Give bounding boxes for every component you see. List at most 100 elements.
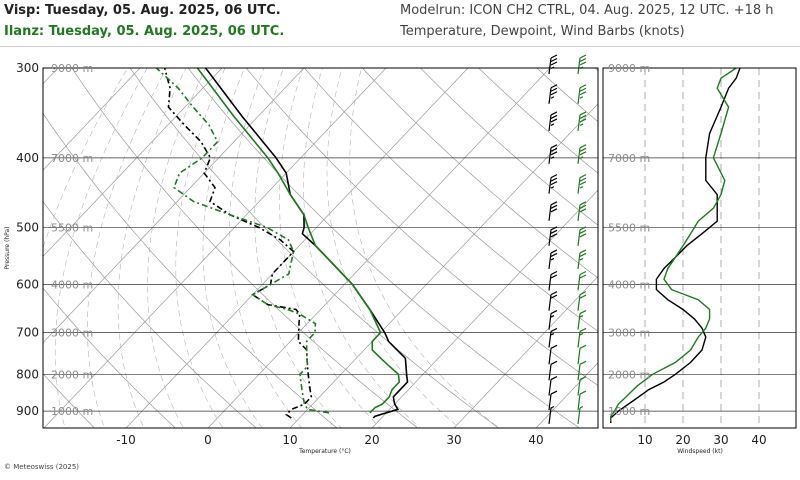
barb-half-flag <box>579 332 584 336</box>
barb-flag <box>550 233 558 238</box>
ilanz-wind-barb <box>577 226 587 246</box>
barb-staff <box>548 177 552 194</box>
barb-flag <box>579 118 587 123</box>
height-label: 5500 m <box>51 222 93 235</box>
visp-wind-barb <box>548 310 558 330</box>
barb-flag <box>550 111 558 116</box>
barb-flag <box>550 87 558 92</box>
barb-flag <box>550 174 558 179</box>
dry-adiabat-line <box>756 57 800 444</box>
ilanz-wind-barb <box>577 344 587 365</box>
barb-staff <box>577 294 581 311</box>
moist-adiabat-line <box>303 68 421 428</box>
barb-flag <box>579 204 587 209</box>
barb-flag <box>579 201 587 206</box>
visp-wind-barb <box>548 291 558 311</box>
barb-flag <box>579 174 587 179</box>
barb-flag <box>550 360 558 365</box>
barb-flag <box>579 91 587 96</box>
barb-flag <box>579 226 587 231</box>
barb-staff <box>577 147 581 164</box>
ilanz-dewpoint-line <box>155 68 330 414</box>
copyright-note: © Meteoswiss (2025) <box>4 463 80 471</box>
dry-adiabat-line <box>698 57 800 444</box>
visp-run-title: Visp: Tuesday, 05. Aug. 2025, 06 UTC. <box>4 3 281 18</box>
barb-flag <box>550 274 558 279</box>
barb-flag <box>579 114 587 119</box>
dry-adiabat-line <box>71 68 419 428</box>
barb-half-flag <box>579 315 584 318</box>
barb-flag <box>579 344 587 349</box>
wind-profile-plot-area <box>603 68 796 428</box>
visp-wind-barb <box>548 84 558 104</box>
visp-wind-barb <box>548 174 558 194</box>
barb-flag <box>550 294 558 299</box>
barb-flag <box>579 252 587 257</box>
barb-flag <box>579 87 587 92</box>
barb-flag <box>579 360 587 365</box>
pressure-tick-label: 400 <box>16 151 39 165</box>
pressure-tick-label: 700 <box>16 326 39 340</box>
barb-flag <box>579 61 587 66</box>
barb-flag <box>579 147 587 152</box>
pressure-tick-label: 600 <box>16 277 39 291</box>
barb-half-flag <box>550 186 555 189</box>
barb-flag <box>579 151 587 156</box>
barb-flag <box>550 390 558 395</box>
temperature-tick-label: 10 <box>282 433 297 447</box>
visp-wind-barb <box>548 344 558 365</box>
height-label: 7000 m <box>51 152 93 165</box>
barb-flag <box>579 111 587 116</box>
isotherm-line <box>43 68 141 171</box>
dry-adiabat-line <box>245 68 598 387</box>
dry-adiabat-line <box>43 201 257 428</box>
barb-flag <box>579 84 587 89</box>
ilanz-wind-barb <box>577 201 587 221</box>
model-run-title: Modelrun: ICON CH2 CTRL, 04. Aug. 2025, … <box>400 3 774 18</box>
temperature-tick-label: 30 <box>446 433 461 447</box>
barb-flag <box>550 54 558 59</box>
barb-staff <box>548 294 552 311</box>
ilanz-wind-barb <box>577 270 587 291</box>
wind-profile-frame <box>602 67 797 429</box>
barb-half-flag <box>579 257 584 261</box>
barb-flag <box>579 57 587 63</box>
visp-wind-barb <box>548 226 558 246</box>
height-label: 2000 m <box>51 368 93 381</box>
isotherm-line <box>125 68 469 428</box>
barb-flag <box>579 390 587 395</box>
barb-staff <box>577 87 581 104</box>
barb-staff <box>577 274 581 291</box>
barb-half-flag <box>550 96 555 99</box>
barb-staff <box>548 379 552 396</box>
barb-staff <box>577 252 581 270</box>
dry-adiabat-line <box>129 68 500 428</box>
temperature-tick-label: 0 <box>204 433 212 447</box>
barb-staff <box>577 313 581 330</box>
ilanz-wind-barb <box>577 249 587 270</box>
barb-flag <box>550 310 558 315</box>
ilanz-wind-barb <box>577 360 587 381</box>
ilanz-wind-barb <box>577 84 587 104</box>
ilanz-wind-barb <box>577 310 587 330</box>
dry-adiabat-line <box>187 68 581 428</box>
skewt-plot-area <box>43 57 800 444</box>
barb-flag <box>550 204 558 209</box>
temperature-tick-label: -10 <box>116 433 136 447</box>
dry-adiabat-line <box>478 68 598 174</box>
barb-flag <box>579 208 587 213</box>
isotherm-line <box>289 103 598 428</box>
header-divider <box>0 46 800 47</box>
barb-flag <box>579 291 587 296</box>
visp-windspeed-line <box>610 68 741 423</box>
wind-height-label: 4000 m <box>608 278 650 291</box>
wind-height-label: 5500 m <box>608 222 650 235</box>
dry-adiabat-line <box>594 68 598 72</box>
ilanz-wind-barb <box>577 405 584 425</box>
barb-flag <box>550 118 558 123</box>
barb-flag <box>550 252 558 257</box>
barb-staff <box>548 147 552 164</box>
barb-half-flag <box>550 405 555 409</box>
barb-flag <box>579 249 587 254</box>
barb-staff <box>577 229 581 246</box>
